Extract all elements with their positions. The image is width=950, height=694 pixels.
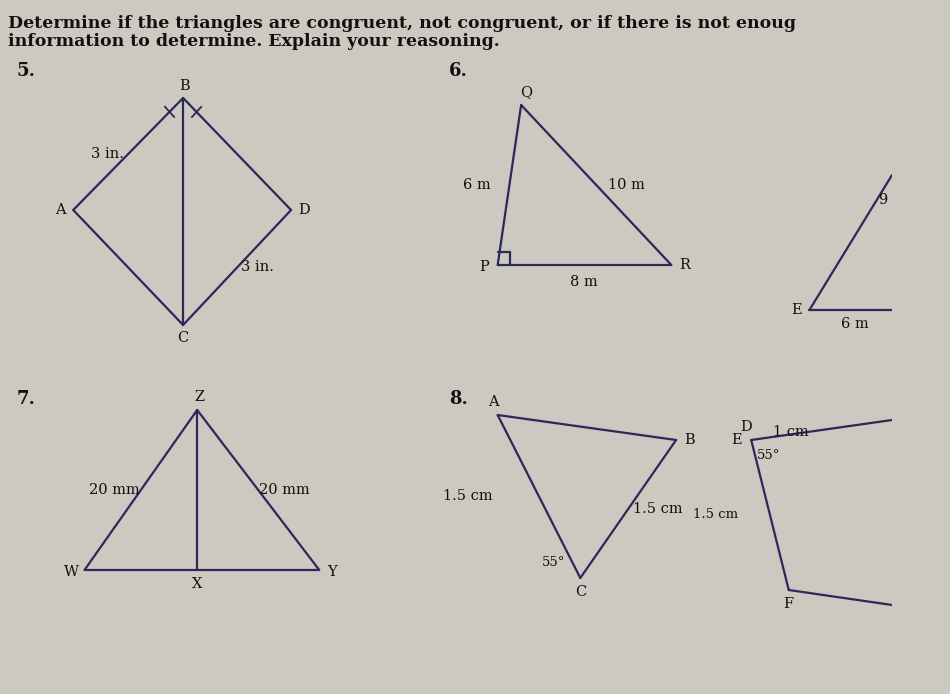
Text: 55°: 55° <box>542 557 565 570</box>
Text: R: R <box>679 258 690 272</box>
Text: 9: 9 <box>878 193 887 207</box>
Text: 6 m: 6 m <box>464 178 491 192</box>
Text: 20 mm: 20 mm <box>89 483 140 497</box>
Text: 8 m: 8 m <box>570 275 598 289</box>
Text: 8.: 8. <box>448 390 467 408</box>
Text: 6.: 6. <box>448 62 467 80</box>
Text: F: F <box>784 597 794 611</box>
Text: Q: Q <box>520 85 532 99</box>
Text: information to determine. Explain your reasoning.: information to determine. Explain your r… <box>8 33 500 50</box>
Text: X: X <box>192 577 202 591</box>
Text: 1.5 cm: 1.5 cm <box>693 509 738 521</box>
Text: B: B <box>684 433 694 447</box>
Text: 7.: 7. <box>17 390 36 408</box>
Text: Y: Y <box>328 565 337 579</box>
Text: W: W <box>64 565 79 579</box>
Text: 1 cm: 1 cm <box>772 425 808 439</box>
Text: 3 in.: 3 in. <box>90 147 124 161</box>
Text: 1.5 cm: 1.5 cm <box>443 489 492 503</box>
Text: D: D <box>298 203 310 217</box>
Text: D: D <box>741 420 752 434</box>
Text: B: B <box>180 79 190 93</box>
Text: 20 mm: 20 mm <box>259 483 310 497</box>
Text: A: A <box>55 203 66 217</box>
Text: 6 m: 6 m <box>841 317 868 331</box>
Text: C: C <box>575 585 586 599</box>
Text: 3 in.: 3 in. <box>241 260 274 274</box>
Text: 10 m: 10 m <box>608 178 645 192</box>
Text: 5.: 5. <box>17 62 36 80</box>
Text: E: E <box>791 303 802 317</box>
Text: Determine if the triangles are congruent, not congruent, or if there is not enou: Determine if the triangles are congruent… <box>8 15 795 32</box>
Text: A: A <box>487 395 499 409</box>
Text: E: E <box>731 433 742 447</box>
Text: 1.5 cm: 1.5 cm <box>634 502 683 516</box>
Text: 55°: 55° <box>756 448 780 462</box>
Text: C: C <box>178 331 189 345</box>
Text: Z: Z <box>194 390 204 404</box>
Text: P: P <box>480 260 489 274</box>
